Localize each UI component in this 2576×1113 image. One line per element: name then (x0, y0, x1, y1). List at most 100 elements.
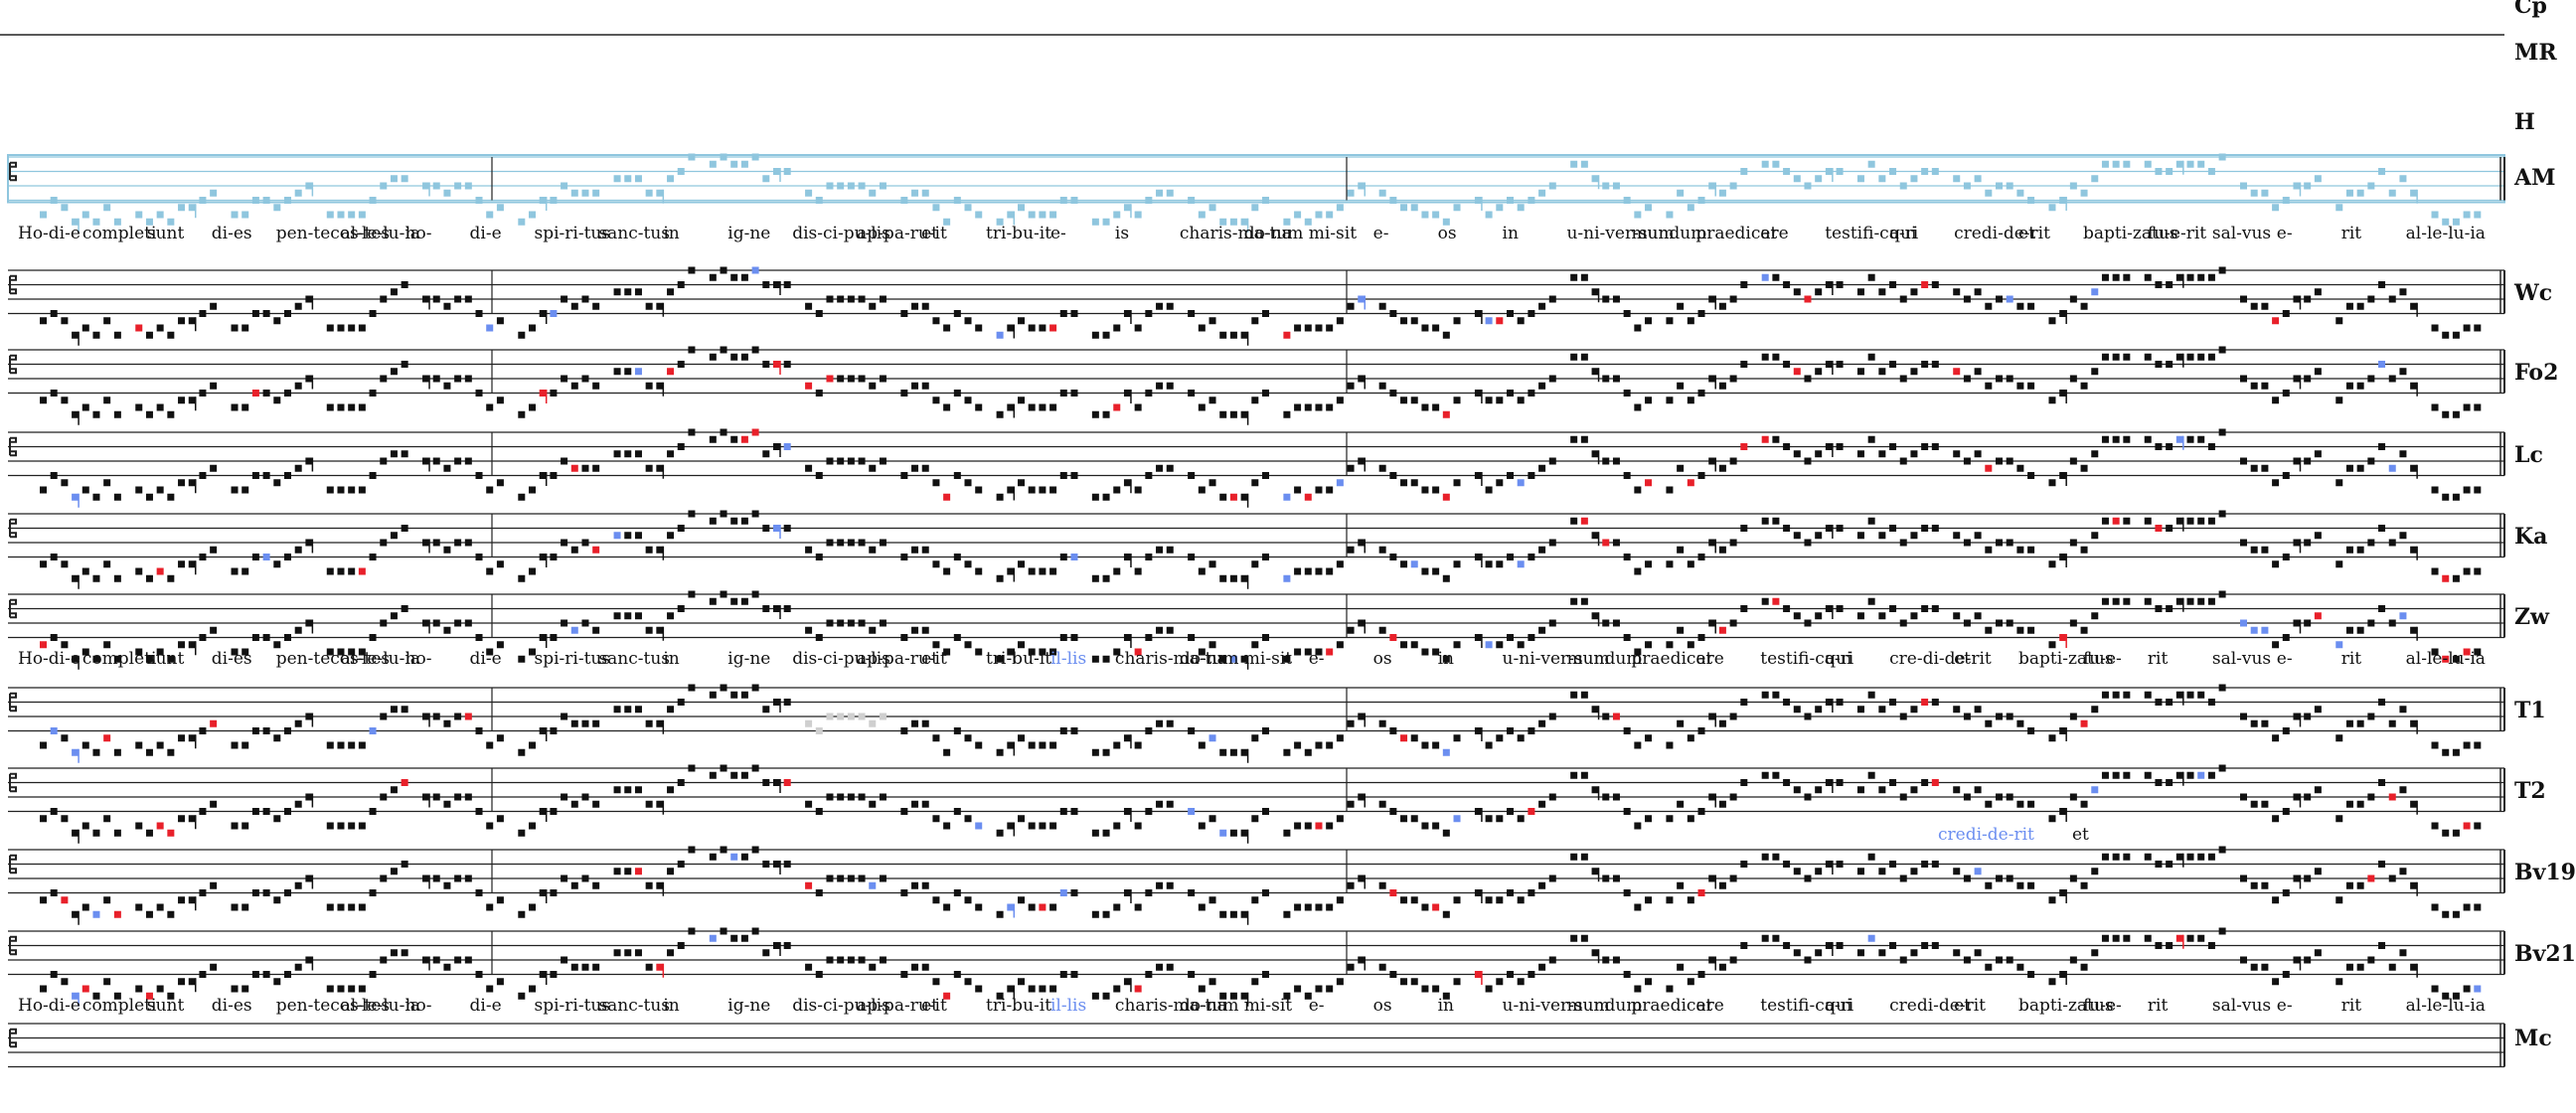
neume-note (2367, 457, 2375, 465)
neume-note (2335, 896, 2343, 904)
neume-note (2166, 361, 2174, 368)
neume-note (1836, 281, 1844, 288)
lyric-syllable: di-e (470, 996, 502, 1016)
neume-note (326, 741, 334, 749)
staff-bv19 (8, 846, 2505, 925)
neume-note (1219, 410, 1227, 418)
neume-note (624, 949, 632, 957)
neume-note (1538, 881, 1546, 889)
neume-note (1889, 525, 1897, 532)
neume-note (1145, 634, 1153, 641)
neume-note (1921, 779, 1929, 786)
neume-note (1294, 648, 1302, 656)
neume-note (1358, 457, 1366, 465)
neume-note (1729, 457, 1737, 465)
neume-note (2197, 273, 2205, 281)
neume-note (2144, 435, 2152, 443)
neume-note (422, 793, 430, 801)
neume-note (581, 719, 589, 727)
neume-note (2345, 626, 2353, 634)
neume-note (2101, 517, 2109, 525)
neume-note (2474, 403, 2482, 411)
neume-note (1645, 978, 1653, 986)
neume-note (1315, 403, 1323, 411)
neume-note (284, 472, 291, 479)
lyric-syllable: os (1438, 224, 1457, 243)
neume-note (2166, 443, 2174, 450)
neume-note (1708, 874, 1716, 882)
neume-note (879, 457, 886, 465)
neume-note (496, 560, 504, 568)
neume-note (1166, 719, 1174, 727)
neume-note (1389, 634, 1397, 641)
lyric-syllable: Ho-di-e (18, 224, 80, 243)
neume-note (2112, 691, 2120, 699)
neume-note (762, 949, 770, 957)
neume-note (1156, 189, 1164, 197)
neume-note (1102, 410, 1110, 418)
neume-note (1347, 546, 1355, 554)
neume-note (1400, 317, 1408, 325)
neume-note (815, 634, 823, 641)
neume-note (964, 815, 972, 823)
neume-note (2027, 472, 2035, 479)
neume-note (2431, 648, 2439, 656)
neume-note (326, 903, 334, 911)
neume-note (2240, 713, 2247, 720)
neume-note (1963, 182, 1971, 190)
neume-note (1612, 956, 1620, 964)
neume-note (1996, 619, 2003, 627)
neume-note (1623, 472, 1631, 479)
neume-note (432, 457, 440, 465)
neume-note (2282, 310, 2290, 317)
neume-note (1634, 985, 1642, 993)
neume-note (1899, 619, 1907, 627)
neume-note (1580, 435, 1588, 443)
neume-note (1347, 464, 1355, 472)
neume-note (401, 949, 408, 957)
neume-note (2059, 971, 2067, 978)
neume-note (1496, 896, 1504, 904)
neume-note (1251, 815, 1259, 823)
neume-note (358, 486, 366, 494)
neume-note (390, 288, 398, 296)
neume-note (188, 317, 196, 325)
neume-note (1358, 874, 1366, 882)
neume-note (1697, 971, 1705, 978)
neume-note (284, 554, 291, 560)
neume-note (1645, 641, 1653, 649)
neume-note (1815, 450, 1823, 458)
neume-note (1294, 822, 1302, 830)
neume-note (529, 324, 536, 332)
neume-note (1294, 324, 1302, 332)
neumes (40, 764, 2482, 844)
neume-note (1091, 992, 1099, 1000)
neume-note (1889, 779, 1897, 786)
neume-note (1474, 554, 1482, 560)
neume-note (1856, 288, 1864, 296)
neume-note (1123, 390, 1131, 397)
neume-note (1208, 815, 1216, 823)
neume-note (1708, 793, 1716, 801)
neume-note (1166, 800, 1174, 808)
neume-note (656, 626, 664, 634)
neume-note (1985, 963, 1993, 971)
neume-note (135, 985, 143, 993)
neume-note (2059, 197, 2067, 204)
neume-note (2442, 748, 2450, 756)
neume-note (2250, 302, 2258, 310)
lyric-syllable: u-ni-ver-sum (1503, 996, 1610, 1016)
neume-note (1421, 648, 1429, 656)
neume-note (2101, 934, 2109, 942)
neume-note (1867, 273, 1875, 281)
c-clef-icon (9, 854, 17, 874)
neume-note (72, 218, 80, 226)
lyric-syllable: testifi-ca-ri (1760, 996, 1853, 1016)
neume-note (996, 829, 1004, 837)
neume-note (40, 317, 47, 325)
neume-note (826, 713, 834, 720)
neume-note (92, 829, 100, 837)
neume-note (72, 655, 80, 663)
lyric-syllable: sal-vus (2212, 224, 2271, 243)
